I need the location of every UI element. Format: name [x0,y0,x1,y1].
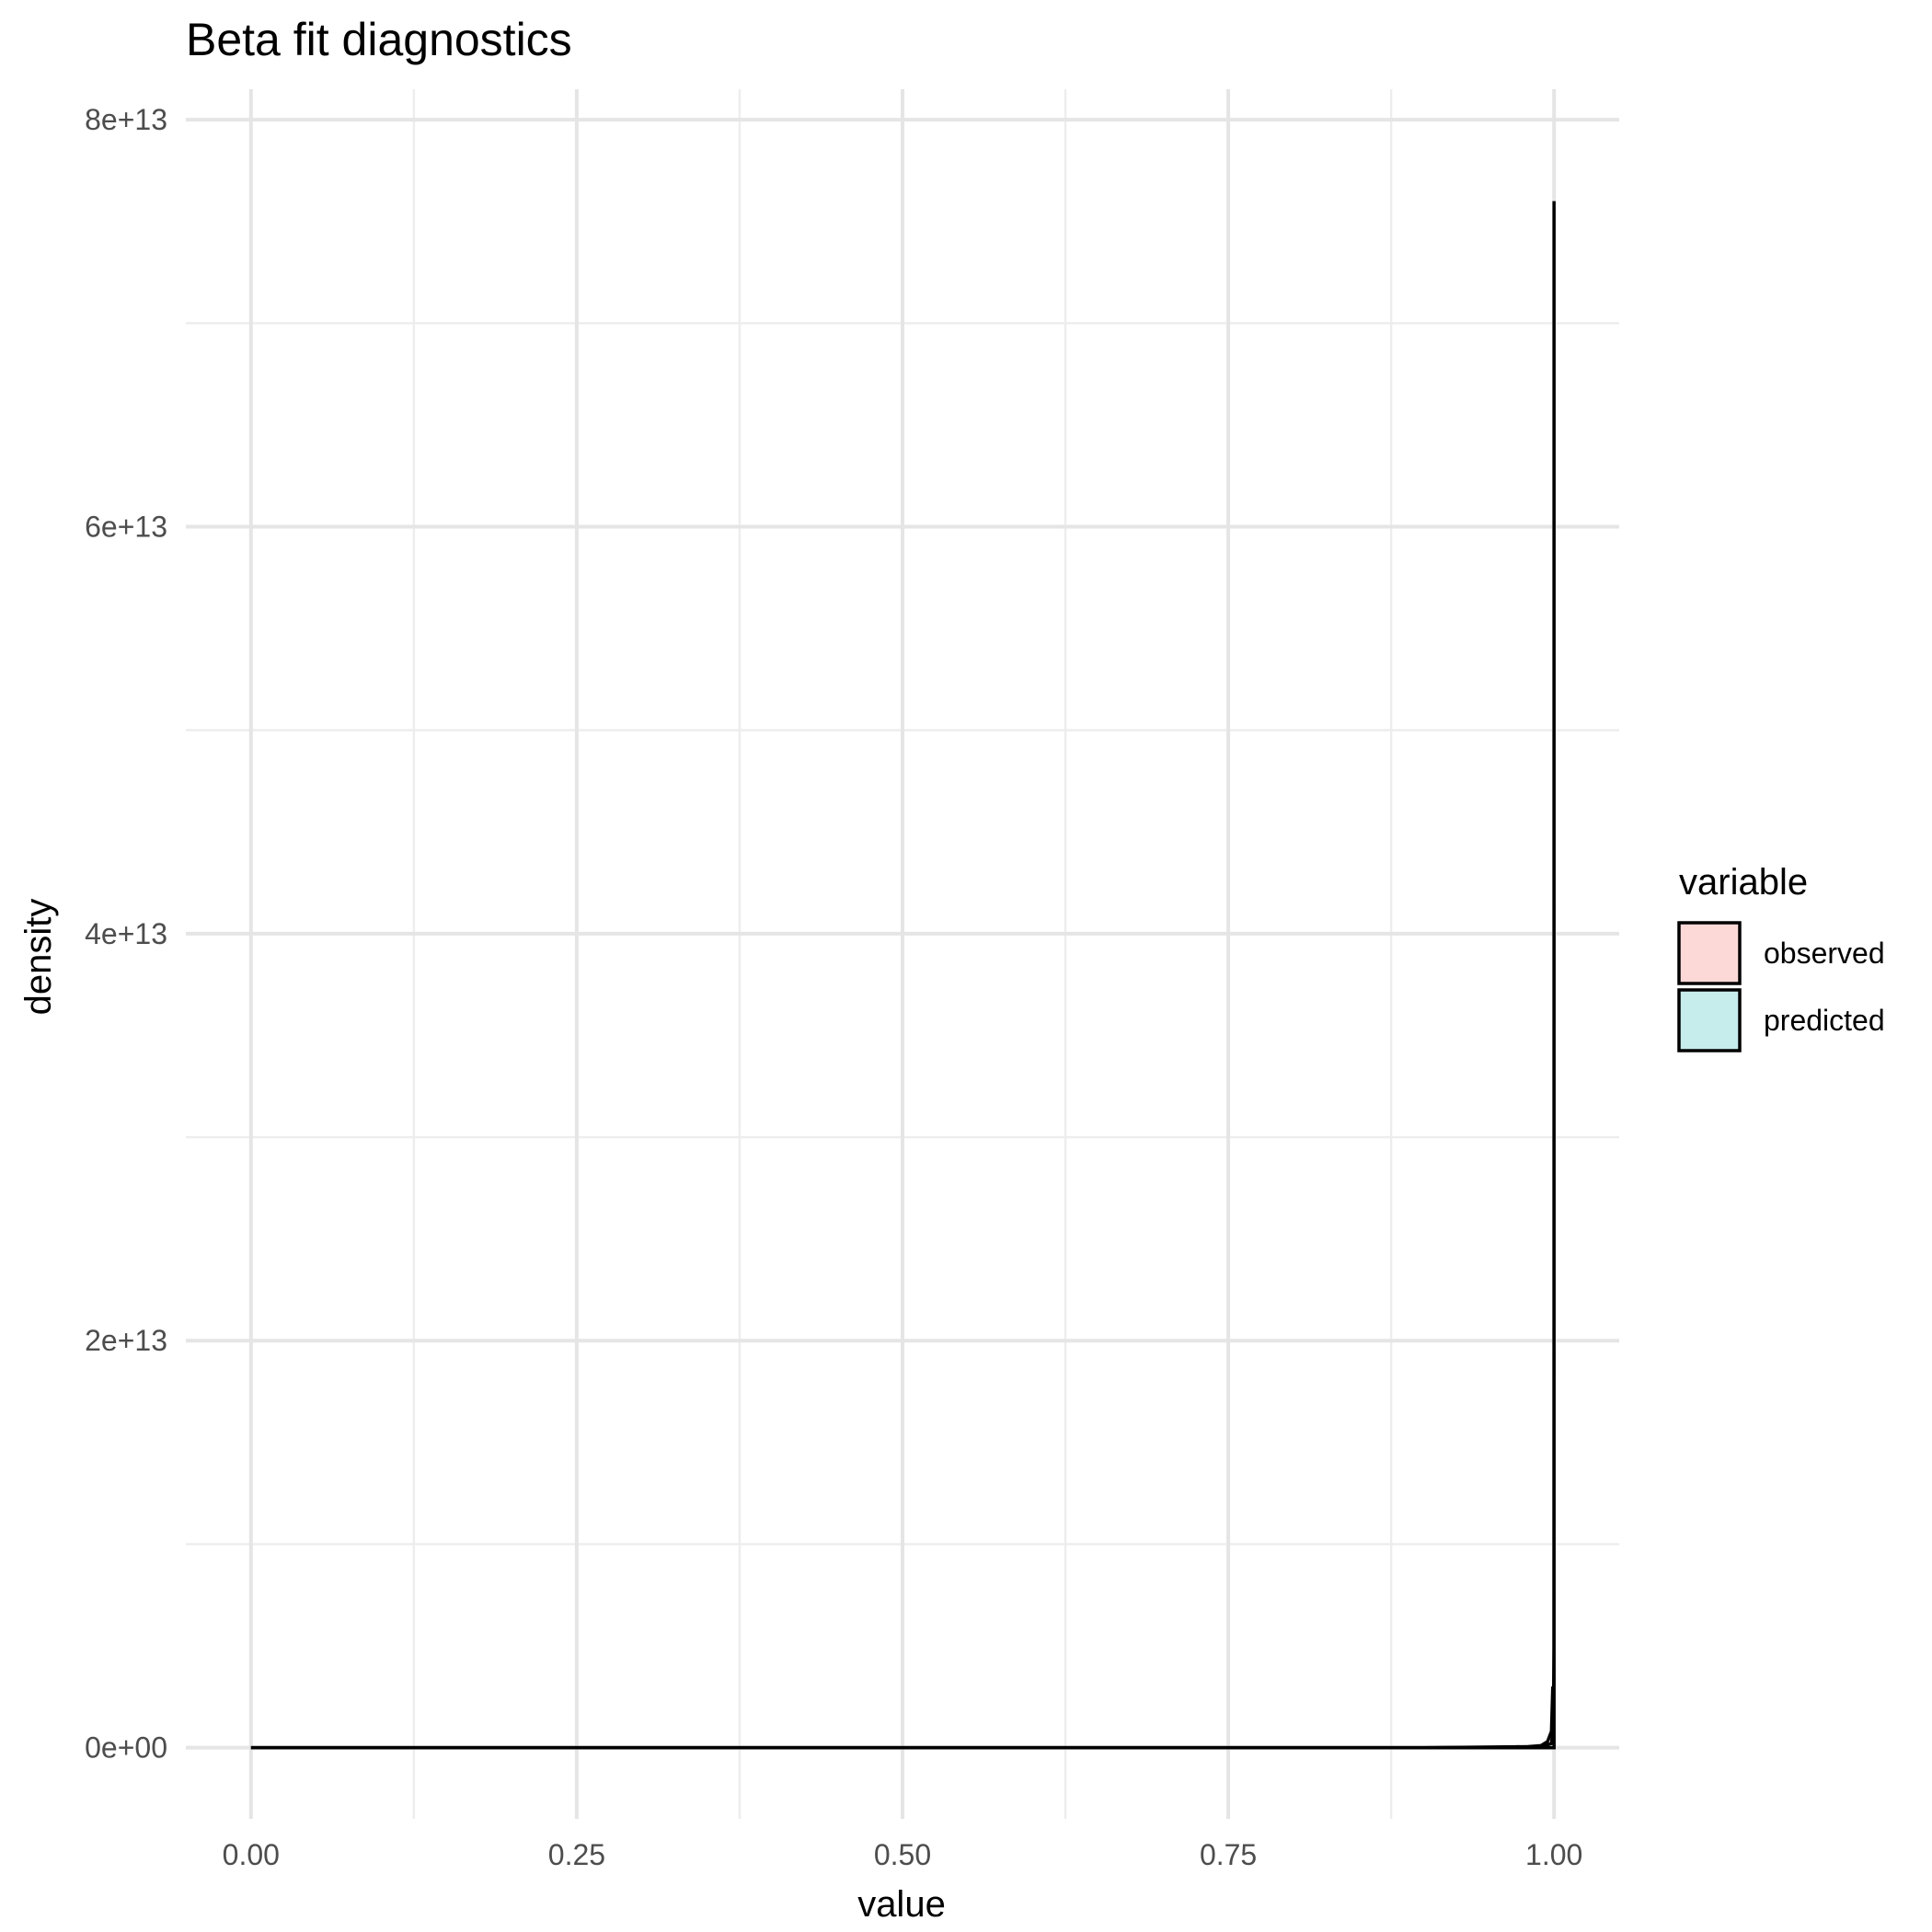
density-series [250,201,1556,1750]
x-tick-label: 0.50 [874,1838,931,1871]
x-axis-title: value [857,1884,946,1925]
density-area-predicted [250,201,1556,1750]
y-tick-label: 4e+13 [85,917,167,950]
legend: variable observed predicted [1677,862,1885,1052]
x-tick-label: 0.25 [548,1838,605,1871]
y-tick-label: 2e+13 [85,1324,167,1357]
legend-key-predicted [1677,988,1742,1052]
y-tick-label: 8e+13 [85,103,167,136]
grid [186,89,1619,1819]
y-axis-title: density [18,899,59,1016]
x-tick-label: 0.75 [1200,1838,1257,1871]
legend-title: variable [1679,862,1808,903]
legend-label-observed: observed [1764,937,1885,970]
y-tick-label: 6e+13 [85,511,167,544]
x-axis-ticks: 0.00 0.25 0.50 0.75 1.00 [223,1838,1583,1871]
x-tick-label: 0.00 [223,1838,280,1871]
y-axis-ticks: 0e+00 2e+13 4e+13 6e+13 8e+13 [85,103,167,1764]
legend-key-observed [1677,921,1742,985]
legend-label-predicted: predicted [1764,1004,1885,1037]
chart-title: Beta fit diagnostics [186,14,572,65]
y-tick-label: 0e+00 [85,1731,167,1765]
x-tick-label: 1.00 [1525,1838,1582,1871]
